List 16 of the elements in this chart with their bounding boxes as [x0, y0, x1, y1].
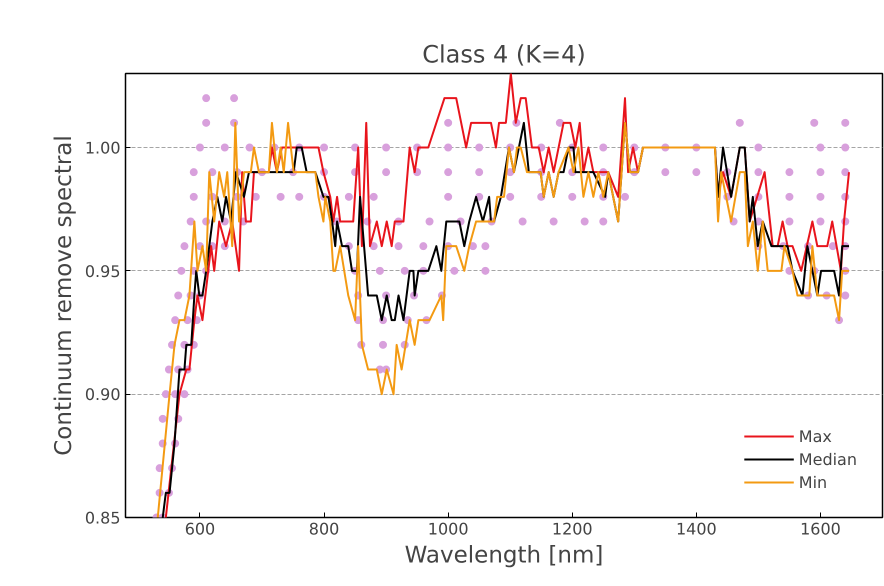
y-tick-label: 1.00	[84, 138, 120, 158]
x-tick-label: 1200	[552, 520, 593, 538]
chart-title: Class 4 (K=4)	[422, 40, 586, 68]
x-tick-label: 800	[308, 520, 340, 538]
y-tick-label: 0.95	[84, 262, 120, 281]
y-tick-label: 0.85	[84, 508, 120, 528]
legend-label: Max	[798, 426, 832, 446]
x-axis-title: Wavelength [nm]	[404, 542, 604, 568]
legend-label: Median	[798, 450, 857, 468]
x-tick-label: 1600	[800, 520, 841, 538]
x-tick-label: 1000	[428, 520, 469, 538]
x-tick-label: 1400	[676, 520, 717, 538]
y-axis-title: Continuum remove spectral	[50, 135, 77, 456]
y-tick-label: 0.90	[84, 385, 120, 404]
legend-label: Min	[798, 472, 828, 492]
x-tick-label: 600	[184, 520, 216, 538]
